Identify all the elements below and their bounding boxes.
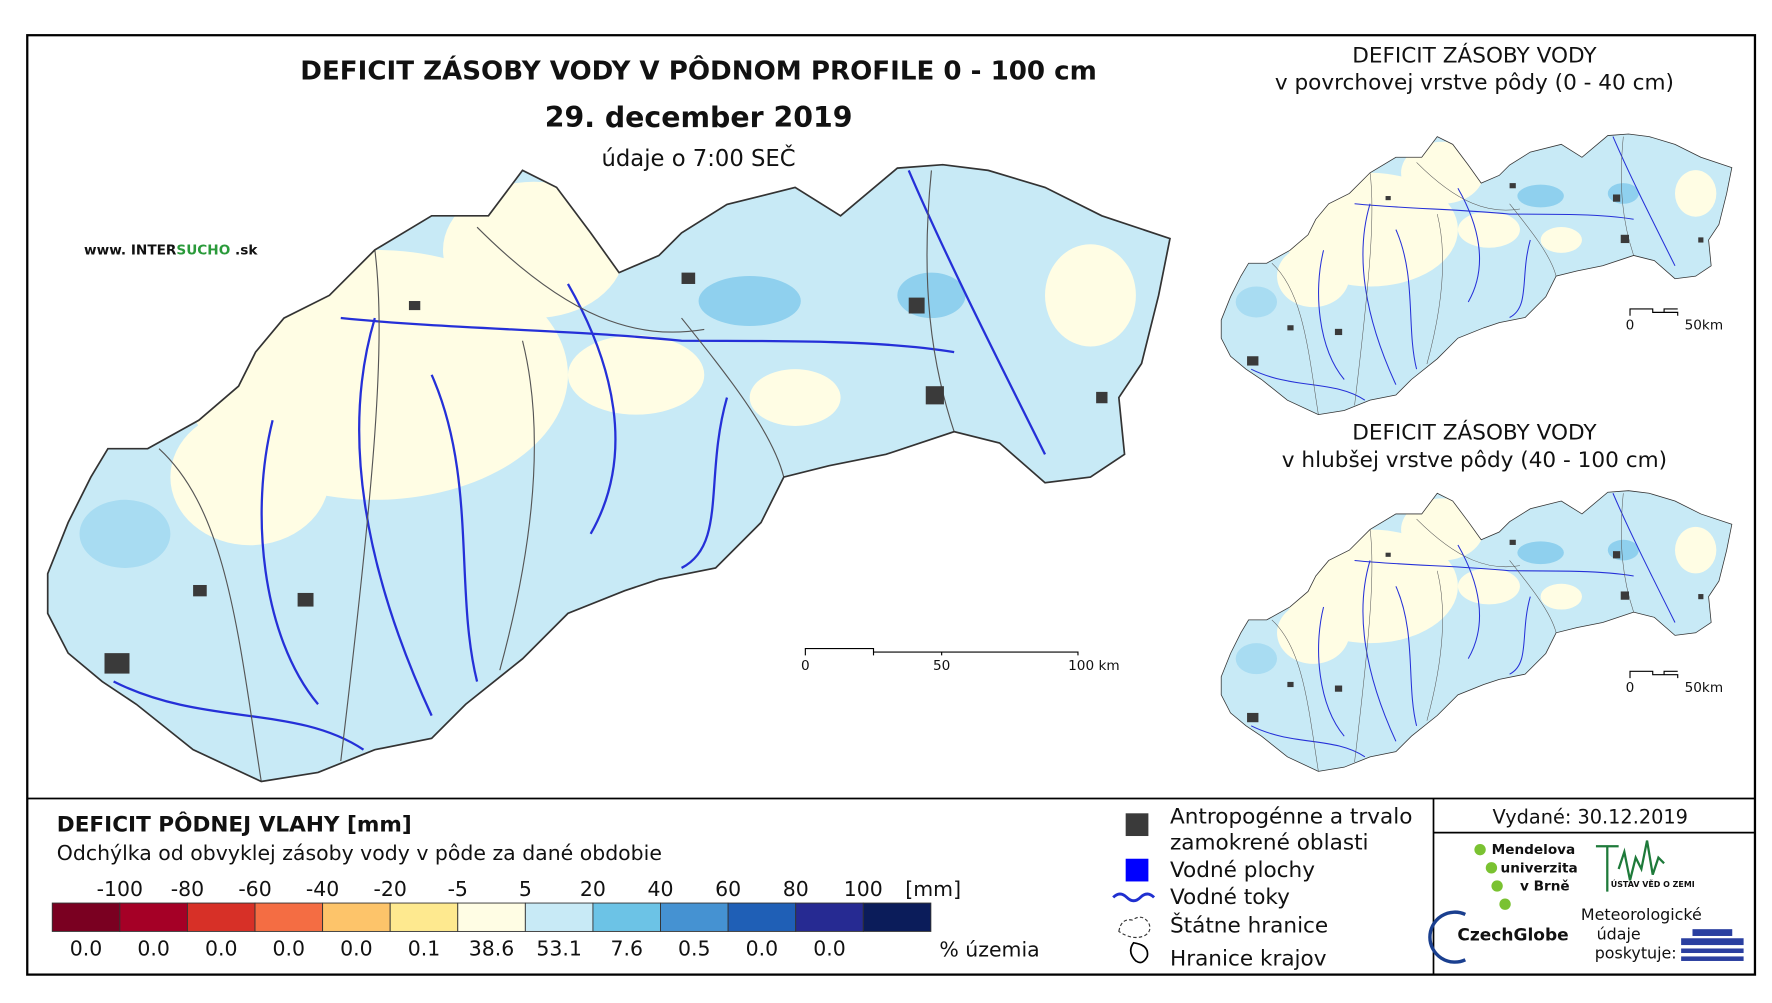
scale-label: 0 [1626, 680, 1635, 696]
title: DEFICIT ZÁSOBY VODY V PÔDNOM PROFILE 0 -… [300, 55, 1097, 87]
czechglobe-arc [1428, 910, 1467, 964]
main-scale [804, 648, 1079, 656]
legend-percentage: 7.6 [610, 936, 643, 960]
scale-label: 50km [1685, 317, 1724, 333]
map-legend-item: Antropogénne a trvalo [1170, 805, 1412, 830]
legend-bar: -100 -80 -60 -40 -20 -5 5 20 40 60 80 100 0.0 0.0 0.0 0… [51, 877, 932, 960]
legend-swatch [254, 902, 324, 932]
logo-text: CzechGlobe [1457, 926, 1568, 946]
legend-percentage: 0.0 [70, 936, 103, 960]
map-legend-icons [1112, 813, 1156, 964]
legend-swatch [862, 902, 932, 932]
inset-title: DEFICIT ZÁSOBY VODY [1352, 42, 1597, 68]
legend-edge-label: -60 [238, 877, 271, 901]
ustav-logo [1595, 840, 1665, 892]
issued: Vydané: 30.12.2019 [1493, 806, 1688, 829]
legend-percentage: 0.0 [340, 936, 373, 960]
inset-title: DEFICIT ZÁSOBY VODY [1352, 420, 1597, 446]
legend-edge-label: -80 [171, 877, 204, 901]
legend-swatch [457, 902, 526, 932]
legend-percentage: 38.6 [469, 936, 515, 960]
legend-edge-label: -40 [306, 877, 339, 901]
mendel-dots [1474, 843, 1511, 910]
legend-edge-label: 60 [715, 877, 741, 901]
legend-swatch [524, 902, 594, 932]
legend-swatch [592, 902, 661, 932]
logo-text: poskytuje: [1595, 944, 1677, 963]
legend-title: DEFICIT PÔDNEJ VLAHY [mm] [57, 811, 412, 837]
scale-label: 50 [933, 658, 950, 674]
logo-text: údaje [1597, 924, 1641, 943]
scale-label: 0 [1626, 317, 1635, 333]
legend-edge-label: 100 [844, 877, 883, 901]
scale-label: 50km [1685, 680, 1724, 696]
logo-text: univerzita [1501, 860, 1578, 876]
date: 29. december 2019 [545, 101, 853, 134]
website-part: SUCHO [176, 242, 230, 258]
legend-percentage: 0.5 [678, 936, 711, 960]
legend-percentage: 0.1 [408, 936, 441, 960]
legend-percentage: 0.0 [205, 936, 238, 960]
legend-percentage: 53.1 [536, 936, 582, 960]
scale-label: 100 km [1068, 658, 1120, 674]
data-time: údaje o 7:00 SEČ [602, 144, 796, 172]
legend-swatch [119, 902, 188, 932]
map-legend-item: Štátne hranice [1170, 913, 1328, 939]
legend-edge-label: 40 [648, 877, 674, 901]
legend-swatch [660, 902, 729, 932]
legend-subtitle: Odchýlka od obvyklej zásoby vody v pôde … [57, 841, 662, 865]
legend-swatch [322, 902, 391, 932]
legend-percentage: 0.0 [746, 936, 779, 960]
legend-swatch [727, 902, 797, 932]
scale-label: 0 [801, 658, 810, 674]
inset-subtitle: v hlubšej vrstve pôdy (40 - 100 cm) [1282, 448, 1667, 473]
website: www. INTERSUCHO .sk [84, 242, 258, 258]
legend-edge-label: 80 [783, 877, 809, 901]
legend-swatch [795, 902, 864, 932]
percent-label: % územia [939, 937, 1039, 961]
logo-text: Mendelova [1492, 842, 1576, 858]
inset-scale [1629, 670, 1679, 679]
map-legend-item: Vodné toky [1170, 885, 1290, 910]
legend-edge-label: -5 [448, 877, 468, 901]
shmu-logo [1681, 929, 1744, 961]
legend-swatch [389, 902, 459, 932]
legend-unit: [mm] [905, 877, 961, 901]
website-part: www. INTER [84, 242, 177, 258]
inset-scale [1629, 308, 1679, 316]
logo-text: v Brně [1520, 879, 1570, 895]
logo-text: Meteorologické [1581, 905, 1702, 924]
map-legend-item: zamokrené oblasti [1170, 831, 1369, 856]
legend-edge-label: -100 [97, 877, 143, 901]
legend-edge-label: 20 [580, 877, 606, 901]
map-legend-item: Vodné plochy [1170, 858, 1315, 883]
legend-swatch [186, 902, 256, 932]
map-legend-item: Hranice krajov [1170, 947, 1327, 972]
legend-percentage: 0.0 [273, 936, 306, 960]
legend-percentage: 0.0 [137, 936, 170, 960]
logo-text: ÚSTAV VĚD O ZEMI [1611, 878, 1695, 889]
website-part: .sk [230, 242, 258, 258]
legend-edge-label: -20 [373, 877, 406, 901]
inset-subtitle: v povrchovej vrstve pôdy (0 - 40 cm) [1275, 71, 1674, 96]
legend-percentage: 0.0 [813, 936, 846, 960]
legend-swatch [51, 902, 121, 932]
legend-edge-label: 5 [519, 877, 532, 901]
